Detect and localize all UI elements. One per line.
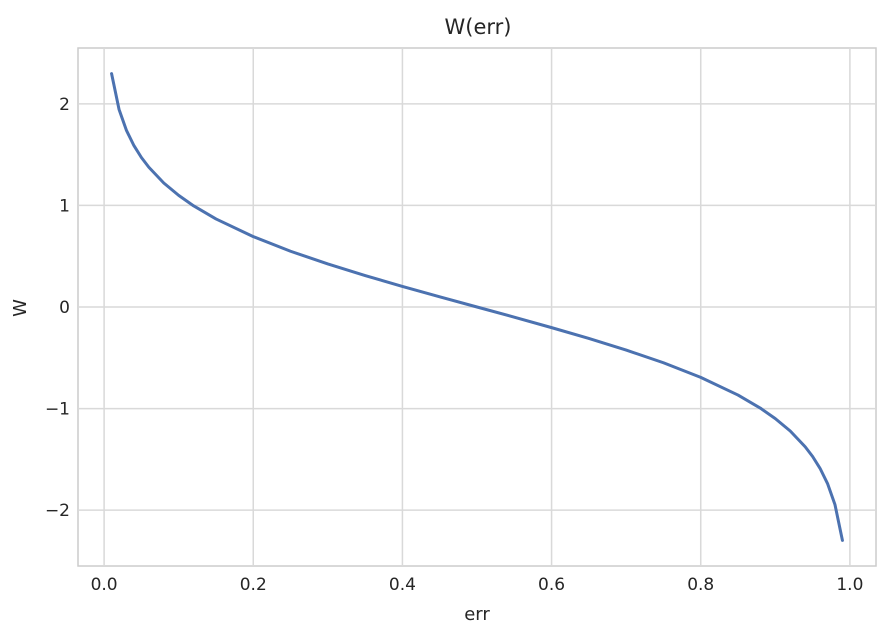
x-tick-label: 0.0 xyxy=(91,575,118,595)
y-tick-labels: −2 −1 0 1 2 xyxy=(45,95,70,521)
x-tick-label: 0.8 xyxy=(687,575,714,595)
chart-title: W(err) xyxy=(445,15,512,39)
y-tick-label: −2 xyxy=(45,501,70,521)
y-tick-label: 1 xyxy=(59,196,70,216)
y-gridlines xyxy=(78,103,876,511)
y-tick-label: 2 xyxy=(59,95,70,115)
x-tick-label: 0.6 xyxy=(538,575,565,595)
x-tick-label: 1.0 xyxy=(836,575,863,595)
x-tick-label: 0.4 xyxy=(389,575,416,595)
x-tick-label: 0.2 xyxy=(240,575,267,595)
x-tick-labels: 0.0 0.2 0.4 0.6 0.8 1.0 xyxy=(91,575,864,595)
y-tick-label: 0 xyxy=(59,298,70,318)
y-axis-label: W xyxy=(10,299,31,317)
y-tick-label: −1 xyxy=(45,400,70,420)
x-axis-label: err xyxy=(464,604,490,625)
series-line-w-err xyxy=(110,72,844,542)
